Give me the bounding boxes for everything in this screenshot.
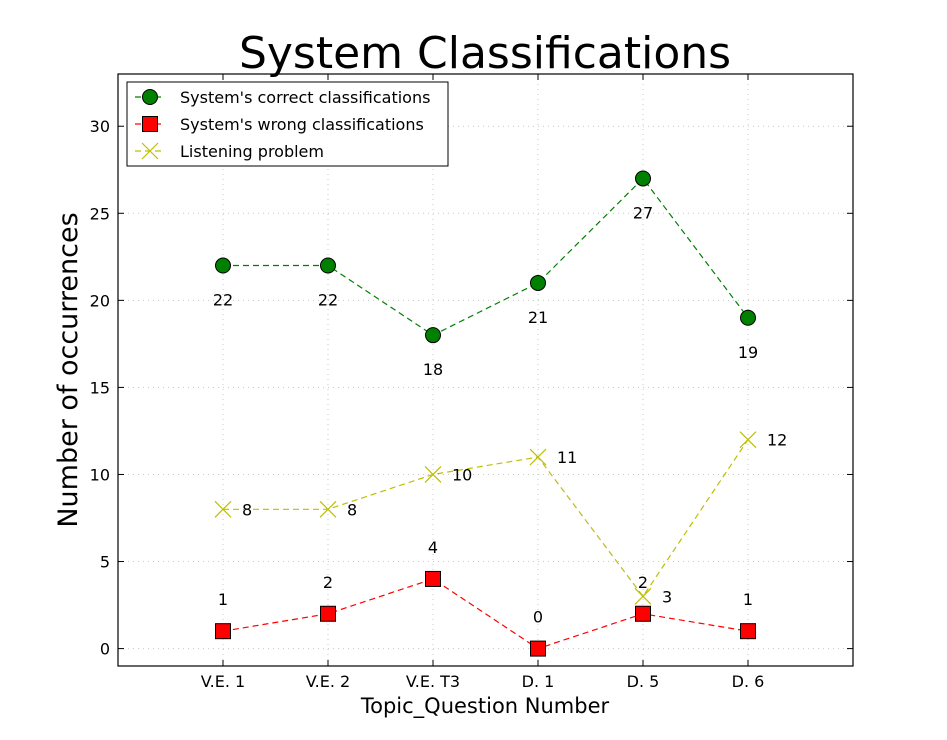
data-label: 4 — [428, 538, 438, 557]
data-point — [424, 466, 442, 483]
legend-entry: Listening problem — [180, 142, 324, 161]
x-tick-label: D. 5 — [627, 672, 660, 691]
data-point — [530, 640, 546, 657]
data-point — [530, 274, 546, 291]
series-1: 1 2 4 0 2 1 — [215, 538, 756, 657]
plot-frame — [117, 73, 854, 667]
data-label: 1 — [218, 590, 228, 609]
data-label: 19 — [738, 343, 758, 362]
chart-title: System Classifications — [239, 28, 731, 79]
data-point — [740, 623, 756, 640]
data-label: 21 — [528, 308, 548, 327]
data-label: 0 — [533, 608, 543, 627]
data-point — [425, 327, 441, 344]
data-label: 8 — [242, 500, 252, 519]
data-label: 1 — [743, 590, 753, 609]
legend-marker — [142, 116, 158, 132]
legend: System's correct classifications System's… — [126, 81, 449, 167]
data-point — [425, 570, 441, 587]
data-label: 2 — [638, 573, 648, 592]
data-label: 2 — [323, 573, 333, 592]
x-tick-label: V.E. 1 — [201, 672, 245, 691]
y-tick-label: 30 — [90, 117, 110, 136]
data-point — [740, 309, 756, 326]
data-point — [634, 587, 652, 605]
legend-marker — [142, 89, 158, 105]
data-point — [635, 170, 651, 187]
data-label: 3 — [662, 587, 672, 606]
legend-entry: System's correct classifications — [180, 88, 430, 107]
data-label: 8 — [347, 500, 357, 519]
data-point — [215, 623, 231, 640]
data-label: 12 — [767, 431, 787, 450]
data-label: 22 — [213, 291, 233, 310]
x-tick-label: D. 1 — [522, 672, 555, 691]
data-label: 27 — [633, 203, 653, 222]
series-line — [223, 177, 749, 336]
legend-box — [126, 81, 449, 167]
y-tick-label: 10 — [90, 465, 110, 484]
grid — [118, 74, 853, 666]
y-tick-label: 25 — [90, 204, 110, 223]
series-line — [222, 578, 749, 650]
data-point — [529, 448, 547, 466]
y-axis-label: Number of occurrences — [53, 212, 84, 527]
legend-entry: System's wrong classifications — [180, 115, 424, 134]
data-point — [214, 500, 232, 518]
x-tick-label: V.E. 2 — [306, 672, 350, 691]
y-tick-label: 15 — [90, 378, 110, 397]
data-point — [739, 431, 757, 449]
data-label: 10 — [452, 465, 472, 484]
data-label: 11 — [557, 448, 577, 467]
data-point — [635, 605, 651, 622]
x-axis-label: Topic_Question Number — [360, 694, 610, 719]
data-point — [320, 605, 336, 622]
series-0: 22 22 18 21 27 19 — [213, 170, 758, 379]
legend-marker — [141, 142, 159, 160]
y-tick-label: 5 — [100, 553, 110, 572]
y-tick-label: 20 — [90, 291, 110, 310]
data-point — [215, 257, 231, 274]
x-tick-label: D. 6 — [732, 672, 765, 691]
x-tick-label: V.E. T3 — [406, 672, 460, 691]
data-point — [319, 500, 337, 518]
data-label: 18 — [423, 360, 443, 379]
y-tick-label: 0 — [100, 640, 110, 659]
data-label: 22 — [318, 291, 338, 310]
data-point — [320, 257, 336, 274]
